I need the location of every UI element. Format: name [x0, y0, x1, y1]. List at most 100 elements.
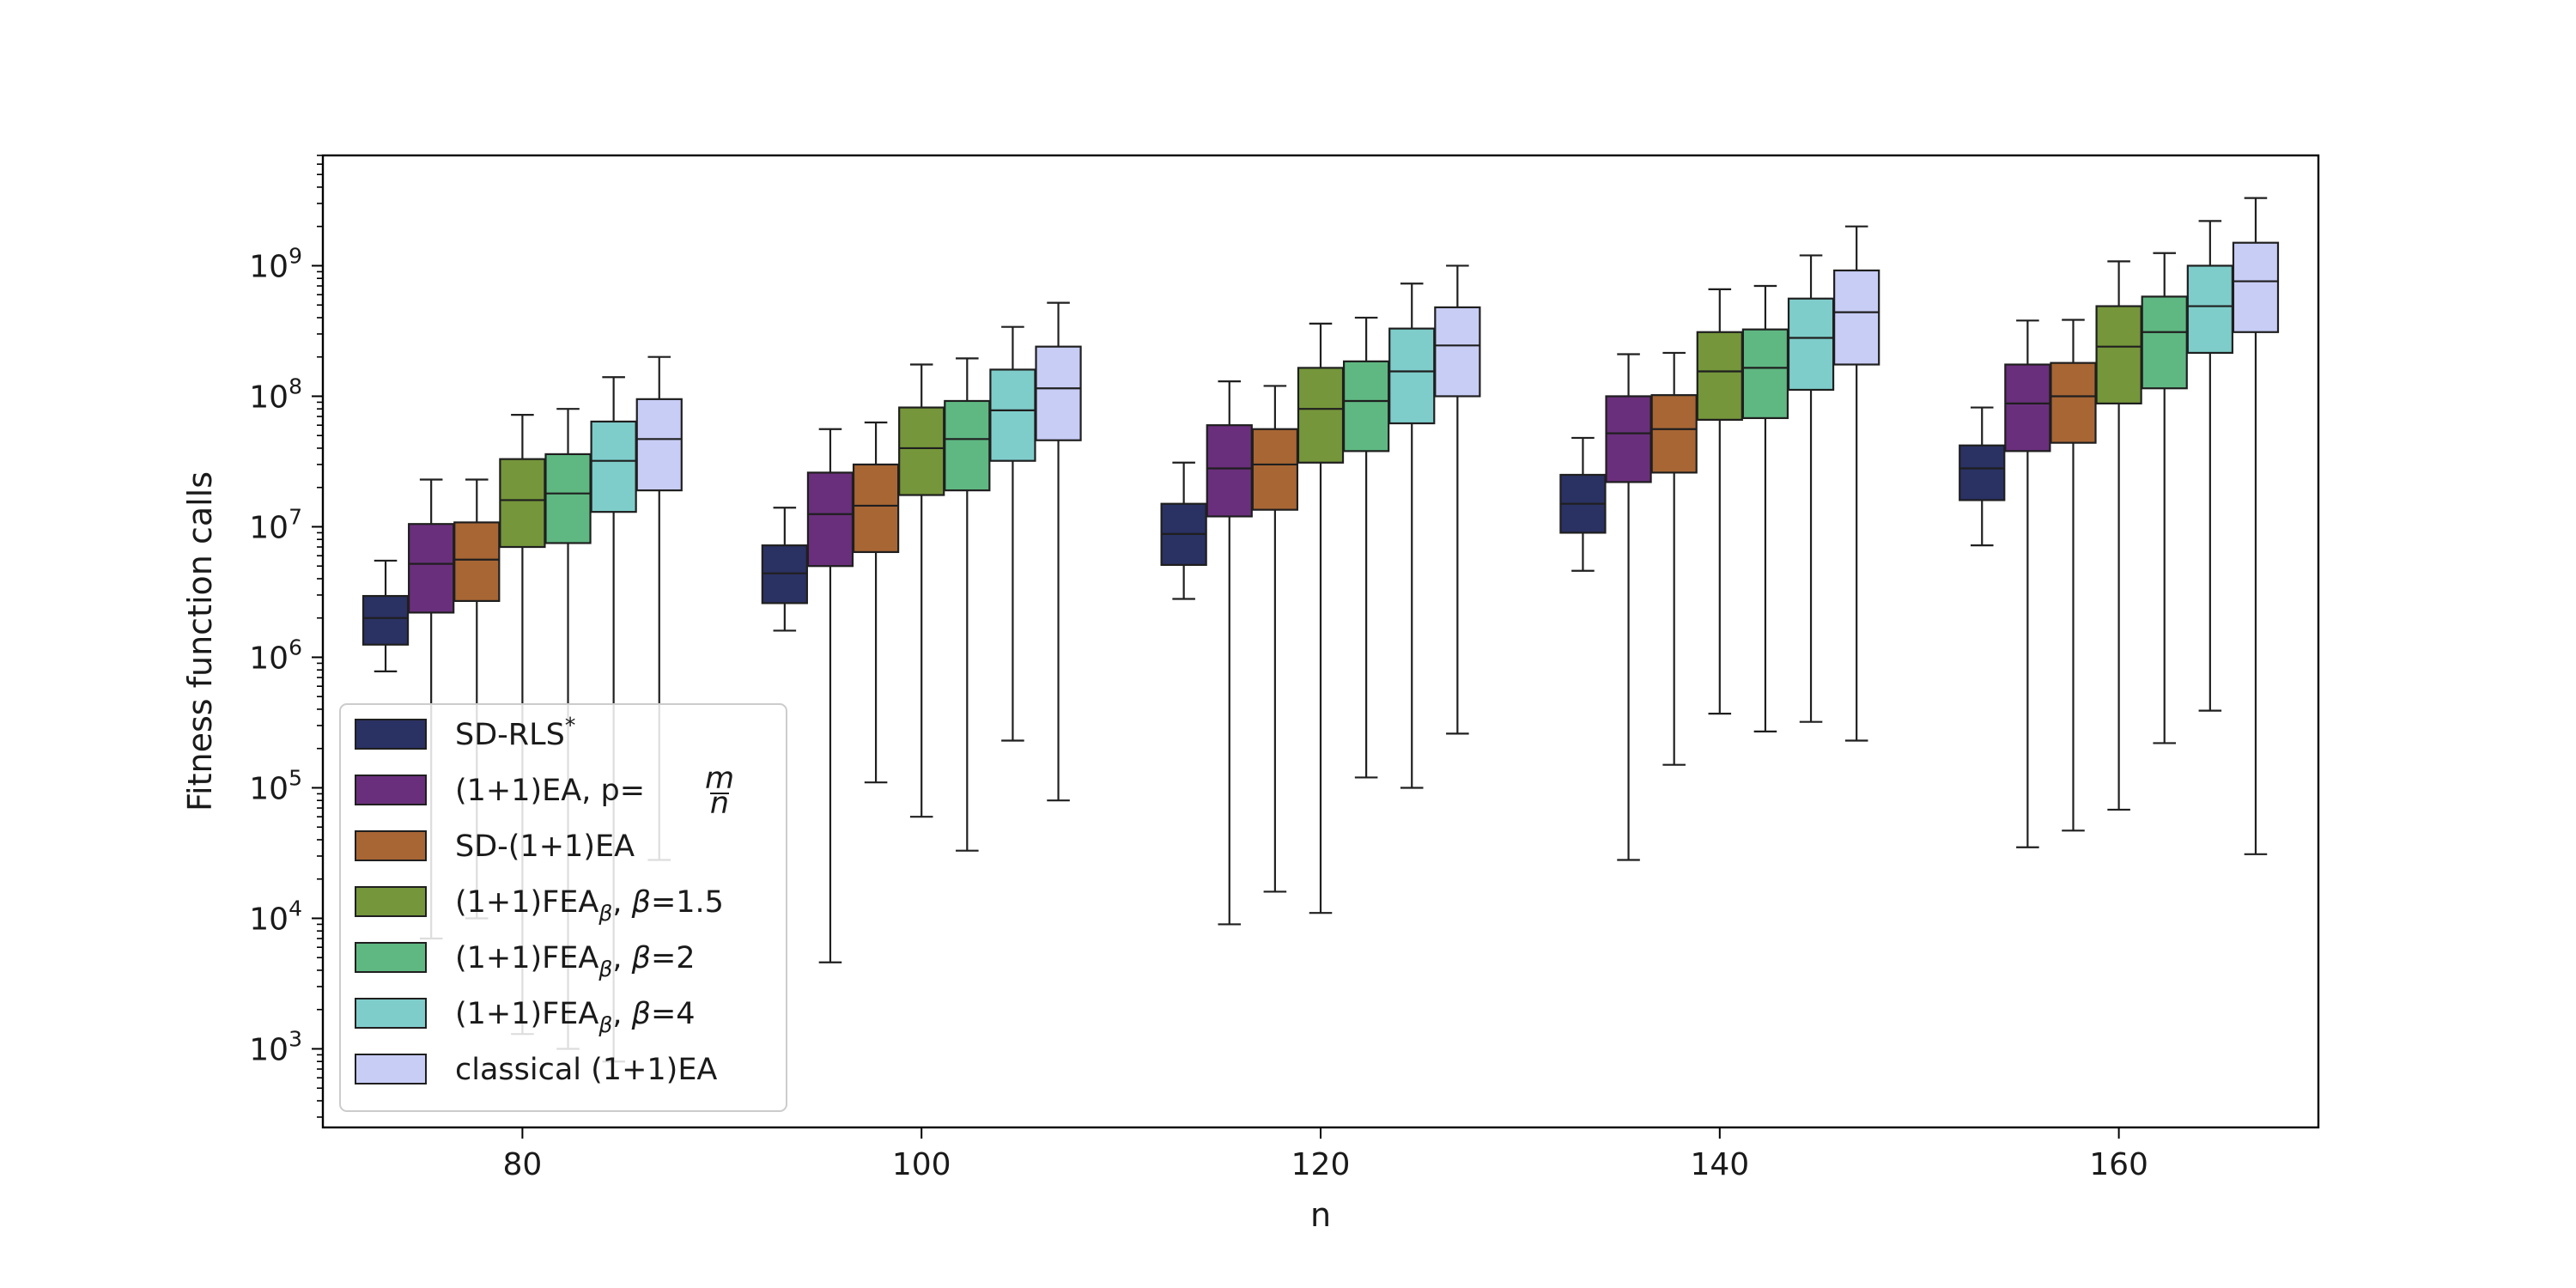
box-0-3 — [1559, 436, 1607, 572]
x-tick-label: 120 — [1291, 1147, 1351, 1182]
y-tick-label: 103 — [249, 1026, 302, 1067]
box-iqr — [1605, 395, 1652, 483]
box-2-2 — [1251, 385, 1299, 893]
legend-label: (1+1)FEAβ, β=2 — [455, 941, 696, 981]
box-1-0 — [408, 478, 455, 940]
box-iqr — [1035, 345, 1082, 441]
box-3-4 — [2095, 260, 2142, 811]
box-6-3 — [1833, 225, 1880, 742]
box-iqr — [2232, 241, 2280, 333]
legend-label-param: β — [631, 941, 651, 975]
y-tick-label: 106 — [249, 635, 302, 676]
box-iqr — [1297, 367, 1345, 464]
box-iqr — [2004, 363, 2051, 453]
legend-label-superscript: * — [565, 713, 576, 738]
legend-label: SD-(1+1)EA — [455, 829, 635, 864]
x-axis-label: n — [1310, 1196, 1331, 1234]
legend-label: (1+1)EA, p= — [455, 774, 645, 808]
box-iqr — [408, 523, 455, 614]
box-iqr — [806, 471, 854, 568]
legend-item: SD-RLS* — [355, 713, 575, 752]
legend-swatch — [355, 998, 427, 1029]
legend-label-text: SD-(1+1)EA — [455, 829, 635, 864]
legend-frame — [339, 703, 787, 1112]
box-iqr — [761, 544, 808, 605]
box-5-2 — [1388, 283, 1436, 789]
y-tick-label: 108 — [249, 374, 302, 415]
x-tick-label: 160 — [2089, 1147, 2148, 1182]
y-tick-exponent: 3 — [289, 1026, 302, 1051]
legend-label-text: (1+1)FEA — [455, 941, 598, 975]
box-iqr — [2186, 264, 2233, 355]
legend-label-subscript: β — [598, 957, 612, 981]
box-iqr — [1787, 297, 1835, 392]
legend-swatch — [355, 719, 427, 750]
x-tick-label: 100 — [892, 1147, 951, 1182]
box-iqr — [2050, 361, 2097, 444]
y-tick-base: 10 — [249, 902, 289, 937]
fraction-denominator: n — [710, 787, 729, 821]
box-4-3 — [1741, 284, 1789, 733]
legend-item: classical (1+1)EA — [355, 1053, 717, 1087]
y-tick-base: 10 — [249, 1032, 289, 1067]
legend-label-text: (1+1)FEA — [455, 997, 598, 1031]
box-iqr — [2095, 305, 2142, 405]
box-3-3 — [1696, 288, 1743, 715]
y-tick-exponent: 4 — [289, 896, 302, 920]
legend-label-subscript: β — [598, 1012, 612, 1037]
box-2-4 — [2050, 319, 2097, 832]
box-1-4 — [2004, 319, 2051, 848]
legend-fraction: mn — [705, 762, 734, 821]
box-6-0 — [635, 355, 683, 861]
legend-label-text: SD-RLS — [455, 718, 565, 752]
y-tick-base: 10 — [249, 641, 289, 676]
legend-label: SD-RLS* — [455, 713, 575, 752]
box-iqr — [544, 453, 592, 544]
box-iqr — [989, 368, 1036, 462]
legend-swatch — [355, 1054, 427, 1084]
legend-item: (1+1)FEAβ, β=4 — [355, 997, 696, 1037]
legend-label-separator: , — [612, 885, 631, 920]
box-iqr — [1434, 306, 1481, 398]
legend-label: (1+1)FEAβ, β=4 — [455, 997, 696, 1037]
legend-label-param: β — [631, 885, 651, 920]
y-tick-exponent: 8 — [289, 374, 302, 398]
box-1-3 — [1605, 353, 1652, 861]
legend-label-text: (1+1)FEA — [455, 885, 598, 920]
box-6-1 — [1035, 301, 1082, 802]
box-6-2 — [1434, 264, 1481, 735]
box-iqr — [1959, 444, 2006, 501]
box-iqr — [635, 398, 683, 492]
box-iqr — [1696, 331, 1743, 421]
box-1-2 — [1206, 380, 1253, 926]
x-axis: 80 100 120 140 160 — [502, 1127, 2148, 1182]
plot-area — [361, 197, 2280, 1063]
legend-label-value: =2 — [651, 941, 696, 975]
y-tick-exponent: 6 — [289, 635, 302, 659]
legend-label-value: =4 — [651, 997, 696, 1031]
box-0-4 — [1959, 406, 2006, 547]
legend-swatch — [355, 830, 427, 861]
legend-label: classical (1+1)EA — [455, 1053, 717, 1087]
legend-label-text: classical (1+1)EA — [455, 1053, 717, 1087]
legend-label-param: β — [631, 997, 651, 1031]
y-tick-base: 10 — [249, 510, 289, 545]
box-iqr — [944, 399, 991, 492]
y-axis-label: Fitness function calls — [181, 471, 219, 811]
legend-item: (1+1)FEAβ, β=1.5 — [355, 885, 724, 926]
fraction-numerator: m — [705, 762, 734, 796]
legend-swatch — [355, 775, 427, 805]
box-0-0 — [361, 559, 410, 672]
box-3-1 — [898, 363, 945, 818]
y-tick-label: 105 — [249, 765, 302, 806]
legend-label-separator: , — [612, 997, 631, 1031]
box-iqr — [852, 463, 900, 554]
box-iqr — [1833, 269, 1880, 366]
y-tick-label: 109 — [249, 243, 302, 284]
legend-swatch — [355, 942, 427, 973]
box-iqr — [1251, 428, 1299, 511]
y-tick-exponent: 9 — [289, 243, 302, 268]
box-iqr — [2141, 295, 2188, 390]
